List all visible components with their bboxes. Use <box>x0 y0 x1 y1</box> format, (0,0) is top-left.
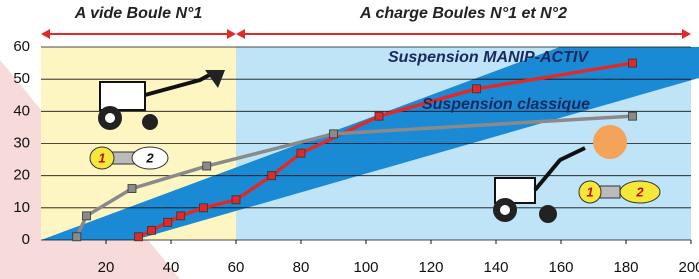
marker <box>629 112 637 120</box>
marker <box>629 59 637 67</box>
x-tick-label: 40 <box>163 259 180 276</box>
x-tick-label: 180 <box>613 259 638 276</box>
x-tick-label: 160 <box>548 259 573 276</box>
x-tick-label: 60 <box>228 259 245 276</box>
marker <box>330 130 338 138</box>
x-tick-label: 100 <box>353 259 378 276</box>
y-tick-label: 60 <box>13 38 30 55</box>
zone-label: A charge Boules N°1 et N°2 <box>359 5 567 22</box>
ball-label: 2 <box>635 184 644 199</box>
y-tick-label: 10 <box>13 199 30 216</box>
y-tick-label: 30 <box>13 134 30 151</box>
ball-label: 2 <box>145 150 154 165</box>
marker <box>297 149 305 157</box>
marker <box>73 233 81 241</box>
y-tick-label: 40 <box>13 102 30 119</box>
zone-label: A vide Boule N°1 <box>74 5 203 22</box>
x-tick-label: 80 <box>293 259 310 276</box>
marker <box>203 162 211 170</box>
marker <box>128 185 136 193</box>
marker <box>268 172 276 180</box>
connector <box>600 186 620 198</box>
marker <box>200 204 208 212</box>
x-tick-label: 200 <box>678 259 699 276</box>
y-tick-label: 0 <box>22 231 30 248</box>
marker <box>375 112 383 120</box>
marker <box>177 212 185 220</box>
series-label: Suspension MANIP-ACTIV <box>388 49 589 66</box>
marker <box>232 196 240 204</box>
x-tick-label: 140 <box>483 259 508 276</box>
marker <box>164 218 172 226</box>
marker <box>473 85 481 93</box>
y-tick-label: 20 <box>13 167 30 184</box>
ball-label: 1 <box>98 150 105 165</box>
x-tick-label: 20 <box>98 259 115 276</box>
marker <box>148 226 156 234</box>
series-label: Suspension classique <box>422 96 590 113</box>
ball-decor <box>593 125 627 159</box>
y-tick-label: 50 <box>13 70 30 87</box>
ball-label: 1 <box>586 184 593 199</box>
x-tick-label: 120 <box>418 259 443 276</box>
marker <box>135 233 143 241</box>
marker <box>83 212 91 220</box>
chart: A vide Boule N°1 A charge Boules N°1 et N… <box>0 0 699 279</box>
